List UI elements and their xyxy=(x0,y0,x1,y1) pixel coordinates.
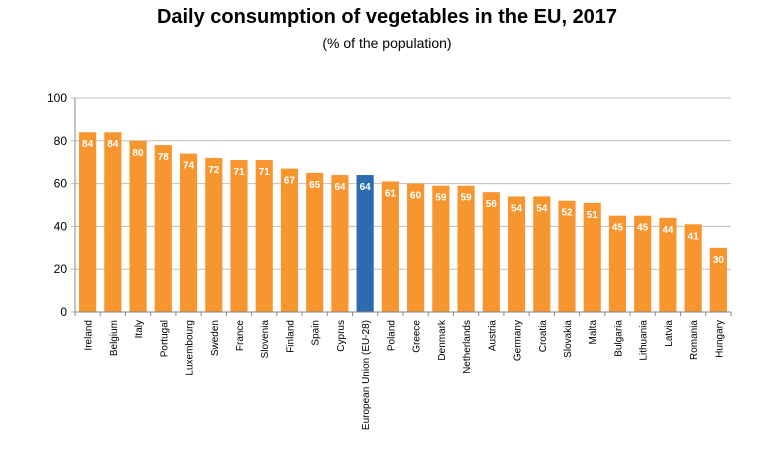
bar xyxy=(533,196,551,312)
bar xyxy=(507,196,526,312)
x-tick-label: Croatia xyxy=(538,320,549,353)
bar xyxy=(255,160,273,312)
y-tick-label: 100 xyxy=(47,91,67,105)
label-layer: 84 84 80 78 74 72 71 71 67 65 64 64 61 60 59 59 56 54 54 52… xyxy=(82,139,724,266)
data-label: 78 xyxy=(158,152,170,163)
data-label: 64 xyxy=(334,182,346,193)
x-tick-label: Sweden xyxy=(210,320,221,356)
data-label: 71 xyxy=(259,167,271,178)
bar xyxy=(280,168,299,312)
bar xyxy=(129,140,147,312)
bar xyxy=(482,192,500,312)
data-label: 45 xyxy=(612,223,624,234)
data-label: 59 xyxy=(461,193,473,204)
bar xyxy=(432,185,450,312)
x-tick-label: France xyxy=(235,320,246,352)
data-label: 54 xyxy=(511,203,523,214)
x-tick-label: Austria xyxy=(487,320,498,352)
x-tick-label: Romania xyxy=(689,320,700,360)
data-label: 45 xyxy=(637,223,649,234)
data-label: 30 xyxy=(713,255,725,266)
x-tick-label: Latvia xyxy=(664,320,675,347)
data-label: 84 xyxy=(107,139,119,150)
data-label: 67 xyxy=(284,176,296,187)
bar-layer xyxy=(79,132,727,312)
x-tick-label: European Union (EU-28) xyxy=(361,320,372,430)
x-tick-label: Lithuania xyxy=(639,320,650,361)
x-tick-label: Slovenia xyxy=(260,320,271,359)
bar xyxy=(179,153,198,312)
bar xyxy=(558,200,576,312)
x-tick-label: Greece xyxy=(412,320,423,353)
x-tick-label: Germany xyxy=(513,320,524,361)
data-label: 64 xyxy=(360,182,372,193)
bar xyxy=(381,181,399,312)
bar xyxy=(104,132,122,312)
data-label: 71 xyxy=(233,167,245,178)
data-label: 52 xyxy=(561,208,573,219)
bar xyxy=(331,175,349,312)
x-tick-label: Cyprus xyxy=(336,320,347,352)
bar xyxy=(583,202,601,312)
x-tick-label: Malta xyxy=(588,320,599,345)
data-label: 56 xyxy=(486,199,498,210)
data-label: 72 xyxy=(208,165,220,176)
data-label: 61 xyxy=(385,188,397,199)
x-tick-label: Slovakia xyxy=(563,320,574,358)
data-label: 74 xyxy=(183,161,195,172)
data-label: 54 xyxy=(536,203,548,214)
bar xyxy=(356,175,374,312)
data-label: 44 xyxy=(662,225,674,236)
x-tick-label: Ireland xyxy=(84,320,95,351)
y-tick-label: 80 xyxy=(54,134,68,148)
x-tick-label: Netherlands xyxy=(462,320,473,374)
data-label: 65 xyxy=(309,180,321,191)
x-tick-label: Bulgaria xyxy=(613,320,624,357)
data-label: 60 xyxy=(410,191,422,202)
x-tick-label: Italy xyxy=(134,320,145,338)
data-label: 84 xyxy=(82,139,94,150)
x-tick-label: Finland xyxy=(285,320,296,353)
x-tick-label: Luxembourg xyxy=(185,320,196,376)
chart-subtitle: (% of the population) xyxy=(322,35,452,51)
x-tick-label: Spain xyxy=(311,320,322,346)
y-tick-label: 60 xyxy=(54,177,68,191)
x-tick-label: Denmark xyxy=(437,319,448,361)
data-label: 41 xyxy=(688,231,700,242)
y-tick-label: 20 xyxy=(54,262,68,276)
bar xyxy=(79,132,97,312)
bar xyxy=(230,160,248,312)
bar xyxy=(457,185,475,312)
axis-layer: 0 20 40 60 80 100 Ireland Belgium Italy Portugal L… xyxy=(47,91,732,430)
x-tick-label: Portugal xyxy=(159,320,170,357)
data-label: 51 xyxy=(587,210,599,221)
data-label: 80 xyxy=(133,148,145,159)
y-tick-label: 0 xyxy=(60,305,67,319)
bar xyxy=(154,145,172,312)
bar xyxy=(659,217,677,312)
bar xyxy=(608,215,627,312)
bar xyxy=(205,157,223,312)
x-tick-label: Belgium xyxy=(109,320,120,356)
x-tick-label: Hungary xyxy=(714,320,725,358)
data-label: 59 xyxy=(435,193,447,204)
bar xyxy=(684,224,702,312)
x-tick-label: Poland xyxy=(386,320,397,351)
bar xyxy=(306,172,324,312)
bar xyxy=(634,215,652,312)
bar xyxy=(709,247,727,312)
y-tick-label: 40 xyxy=(54,219,68,233)
chart-title: Daily consumption of vegetables in the E… xyxy=(156,6,618,28)
bar xyxy=(407,183,425,312)
